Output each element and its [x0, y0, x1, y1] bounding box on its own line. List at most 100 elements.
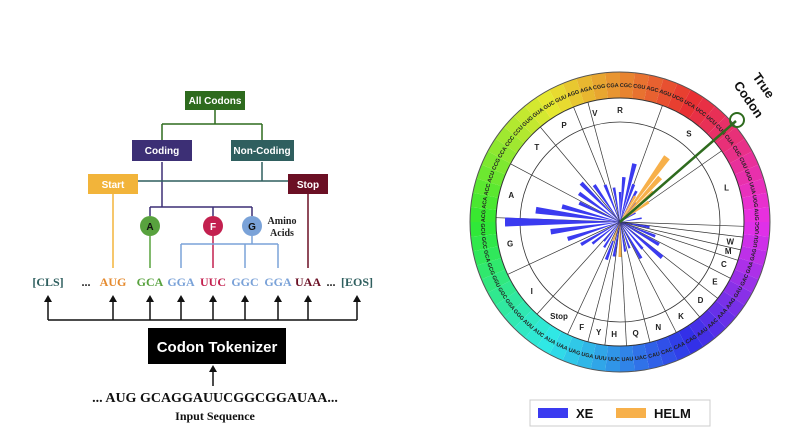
amino-f-label: F — [210, 222, 216, 233]
codon-ring-label: CCC — [504, 135, 516, 148]
ring-segment — [487, 280, 517, 306]
amino-a-label: A — [146, 222, 153, 233]
input-sequence: ... AUG GCAGGAUUCGGCGGAUAA... — [92, 391, 338, 406]
codon-ring-label: UUC — [608, 357, 620, 364]
xe-bar — [620, 217, 642, 222]
amino-acids-caption-1: Amino — [268, 216, 297, 227]
amino-letter-c: C — [721, 260, 727, 269]
ring-segment — [698, 309, 727, 338]
ring-segment — [476, 257, 506, 280]
xe-bar — [620, 177, 626, 222]
noncoding-box — [231, 140, 294, 161]
xe-bar — [620, 222, 644, 250]
ring-segment — [481, 269, 511, 293]
legend-xe-swatch — [538, 408, 568, 418]
codon-ring-label: AUA — [543, 335, 556, 346]
codon-ring-label: GGU — [490, 275, 501, 289]
amino-letter-a: A — [508, 191, 514, 200]
xe-bar — [620, 222, 650, 229]
xe-bar — [620, 163, 637, 222]
input-sequence-label: Input Sequence — [175, 409, 255, 423]
ring-outline — [469, 71, 771, 373]
ring-segment — [524, 317, 552, 347]
xe-bar — [603, 184, 620, 222]
coding-connectors — [149, 162, 253, 216]
amino-letter-h: H — [611, 330, 617, 339]
codon-ring-label: CGC — [620, 83, 633, 90]
xe-bar — [612, 222, 620, 257]
xe-bar — [620, 183, 636, 222]
codon-ring-label: UAU — [621, 356, 633, 363]
codon-ring-label: CAA — [673, 341, 686, 352]
xe-bar — [505, 217, 620, 227]
codon-ring-label: AUG — [752, 208, 759, 221]
amino-g-connectors — [180, 236, 279, 268]
helm-bar — [618, 222, 622, 257]
amino-f-node — [203, 216, 223, 236]
xe-bar — [535, 206, 620, 222]
codon-ring-label: AAU — [696, 326, 709, 338]
ring-segment — [549, 83, 573, 113]
codon-ring-label: ACC — [484, 183, 493, 196]
ring-segment — [707, 115, 736, 144]
ring-segment — [576, 340, 596, 370]
token-gga-2: GGA — [264, 275, 292, 289]
ring-segment — [476, 164, 506, 187]
true-codon-marker — [729, 112, 745, 128]
ring-segment — [513, 309, 542, 338]
xe-bar — [550, 222, 620, 235]
amino-letter-g: G — [507, 239, 513, 248]
codon-ring-label: UCC — [694, 106, 707, 118]
codon-hierarchy-diagram: All Codons Coding Non-Coding Start Stop … — [32, 91, 373, 423]
codon-ring-label: UAA — [555, 342, 568, 352]
ring-segment — [655, 78, 678, 108]
ring-segment — [644, 340, 664, 370]
amino-letter-l: L — [724, 183, 729, 192]
ring-segment — [688, 97, 716, 127]
ring-segment — [481, 151, 511, 175]
codon-ring-label: AUC — [532, 327, 545, 339]
ring-segment — [605, 72, 620, 99]
amino-letter-e: E — [712, 277, 718, 286]
amino-letter-i: I — [531, 287, 533, 296]
ring-segment — [741, 234, 770, 252]
codon-ring-label: GGC — [496, 287, 508, 301]
root-connectors — [161, 110, 263, 140]
codon-ring-label: CUA — [723, 134, 735, 147]
spoke — [619, 221, 677, 333]
codon-ring-label: ACU — [487, 170, 497, 183]
codon-ring-label: CCA — [497, 146, 508, 159]
xe-bar — [578, 201, 620, 222]
amino-letter-m: M — [725, 247, 732, 256]
codon-ring-label: UGA — [581, 352, 594, 361]
token-uaa: UAA — [295, 275, 321, 289]
ring-segment — [470, 207, 497, 222]
codon-tokenizer-label: Codon Tokenizer — [157, 339, 278, 356]
ring-segment — [743, 222, 770, 237]
legend-helm-swatch — [616, 408, 646, 418]
codon-ring-label: UAC — [635, 355, 648, 363]
xe-bar — [580, 222, 620, 247]
ring-segment — [734, 164, 764, 187]
token-uuc: UUC — [200, 275, 226, 289]
ring-segment — [562, 336, 585, 366]
ring-segment — [707, 300, 736, 329]
amino-letter-p: P — [561, 121, 567, 130]
codon-tokenizer-box — [148, 328, 286, 364]
spoke — [619, 221, 739, 261]
amino-letter-w: W — [727, 237, 735, 246]
codon-ring-label: GUC — [543, 100, 557, 111]
ring-segment — [738, 246, 768, 266]
xe-bar — [620, 222, 656, 238]
spoke — [619, 221, 627, 346]
amino-letter-r: R — [617, 106, 623, 115]
ring-segment — [741, 192, 770, 210]
codon-ring-label: UGG — [750, 195, 758, 208]
amino-letter-n: N — [655, 323, 661, 332]
helm-bar — [620, 175, 663, 222]
codon-wheel-chart: AGG AGA CGG CGA CGC CGU AGC AGUUCGUCAUCCUCUCUGC… — [469, 70, 778, 427]
codon-ring-label: GAU — [733, 285, 744, 299]
codon-ring-label: AGU — [658, 89, 672, 99]
ring-segment — [667, 331, 691, 361]
amino-letter-s: S — [686, 130, 692, 139]
